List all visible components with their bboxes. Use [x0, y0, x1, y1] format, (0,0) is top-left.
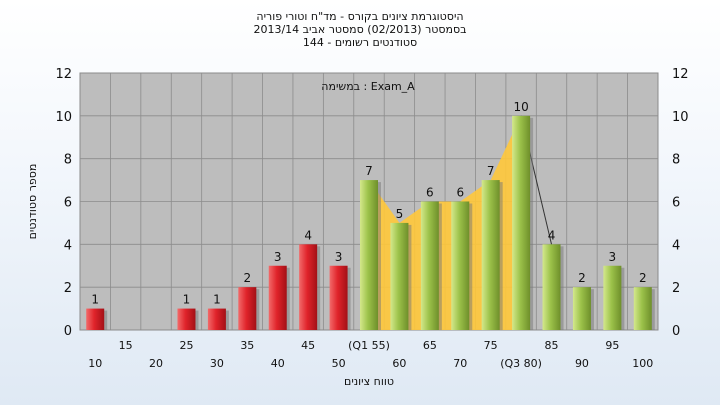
x-tick-label: 30 — [210, 357, 224, 370]
x-tick-label: 15 — [119, 339, 133, 352]
y-tick-label-right: 10 — [672, 110, 689, 125]
x-tick-label: (Q1 55) — [348, 339, 390, 352]
x-tick-label: 70 — [453, 357, 467, 370]
bar-value-label: 2 — [243, 271, 251, 285]
x-tick-label: 100 — [632, 357, 653, 370]
bar-10 — [86, 308, 105, 330]
y-tick-label-right: 12 — [672, 67, 689, 82]
x-tick-label: 95 — [605, 339, 619, 352]
bar-45 — [299, 244, 318, 330]
bar-value-label: 1 — [91, 293, 99, 307]
bar-85 — [542, 244, 561, 330]
x-tick-label: 50 — [332, 357, 346, 370]
x-tick-label: 10 — [88, 357, 102, 370]
y-tick-label-right: 2 — [672, 281, 680, 296]
y-tick-label-left: 4 — [64, 238, 72, 253]
bar-65 — [420, 201, 439, 330]
x-tick-label: 60 — [392, 357, 406, 370]
x-tick-label: 45 — [301, 339, 315, 352]
bar-value-label: 3 — [335, 250, 343, 264]
y-tick-label-right: 8 — [672, 153, 680, 168]
bar-90 — [572, 287, 591, 330]
chart-title: היסטוגרמת ציונים בקורס - מד"ח וטורי פורי… — [256, 10, 464, 23]
y-tick-label-left: 12 — [55, 67, 72, 82]
bar-value-label: 3 — [609, 250, 617, 264]
bar-(Q3 80) — [512, 115, 531, 330]
bar-35 — [238, 287, 257, 330]
x-tick-label: 85 — [545, 339, 559, 352]
bar-60 — [390, 222, 409, 330]
bar-value-label: 1 — [213, 293, 221, 307]
bar-95 — [603, 265, 622, 330]
y-tick-label-left: 6 — [64, 196, 72, 211]
y-tick-label-left: 10 — [55, 110, 72, 125]
x-tick-label: 25 — [179, 339, 193, 352]
y-tick-label-left: 0 — [64, 324, 72, 339]
y-tick-label-left: 8 — [64, 153, 72, 168]
x-tick-label: (Q3 80) — [500, 357, 542, 370]
bar-70 — [451, 201, 470, 330]
bar-value-label: 3 — [274, 250, 282, 264]
exam-label: במשימה : Exam_A — [321, 80, 415, 93]
bar-value-label: 2 — [578, 271, 586, 285]
bar-(Q1 55) — [360, 180, 378, 330]
bar-value-label: 4 — [304, 228, 312, 242]
bar-25 — [177, 308, 196, 330]
bar-40 — [268, 265, 287, 330]
x-tick-label: 20 — [149, 357, 163, 370]
bar-value-label: 6 — [456, 186, 464, 200]
bar-value-label: 10 — [513, 100, 528, 114]
x-tick-label: 35 — [240, 339, 254, 352]
bar-value-label: 2 — [639, 271, 647, 285]
bar-value-label: 5 — [396, 207, 404, 221]
bar-value-label: 6 — [426, 186, 434, 200]
chart-subtitle-semester: בסמסטר (02/2013) סמסטר אביב 2013/14 — [253, 23, 467, 36]
bar-75 — [481, 180, 500, 330]
x-axis-title: טווח ציונים — [344, 375, 394, 388]
x-tick-label: 90 — [575, 357, 589, 370]
bar-value-label: 4 — [548, 228, 556, 242]
bar-30 — [207, 308, 226, 330]
bar-value-label: 7 — [487, 164, 495, 178]
y-tick-label-right: 6 — [672, 196, 680, 211]
bar-100 — [633, 287, 652, 330]
y-tick-label-right: 4 — [672, 238, 680, 253]
bar-50 — [329, 265, 348, 330]
x-tick-label: 75 — [484, 339, 498, 352]
y-tick-label-left: 2 — [64, 281, 72, 296]
bar-value-label: 7 — [365, 164, 373, 178]
x-tick-label: 40 — [271, 357, 285, 370]
y-tick-label-right: 0 — [672, 324, 680, 339]
bar-value-label: 1 — [183, 293, 191, 307]
y-axis-title: מספר סטודנטים — [26, 164, 39, 240]
x-tick-label: 65 — [423, 339, 437, 352]
chart-subtitle-students: סטודנטים רשומים - 144 — [302, 36, 418, 49]
